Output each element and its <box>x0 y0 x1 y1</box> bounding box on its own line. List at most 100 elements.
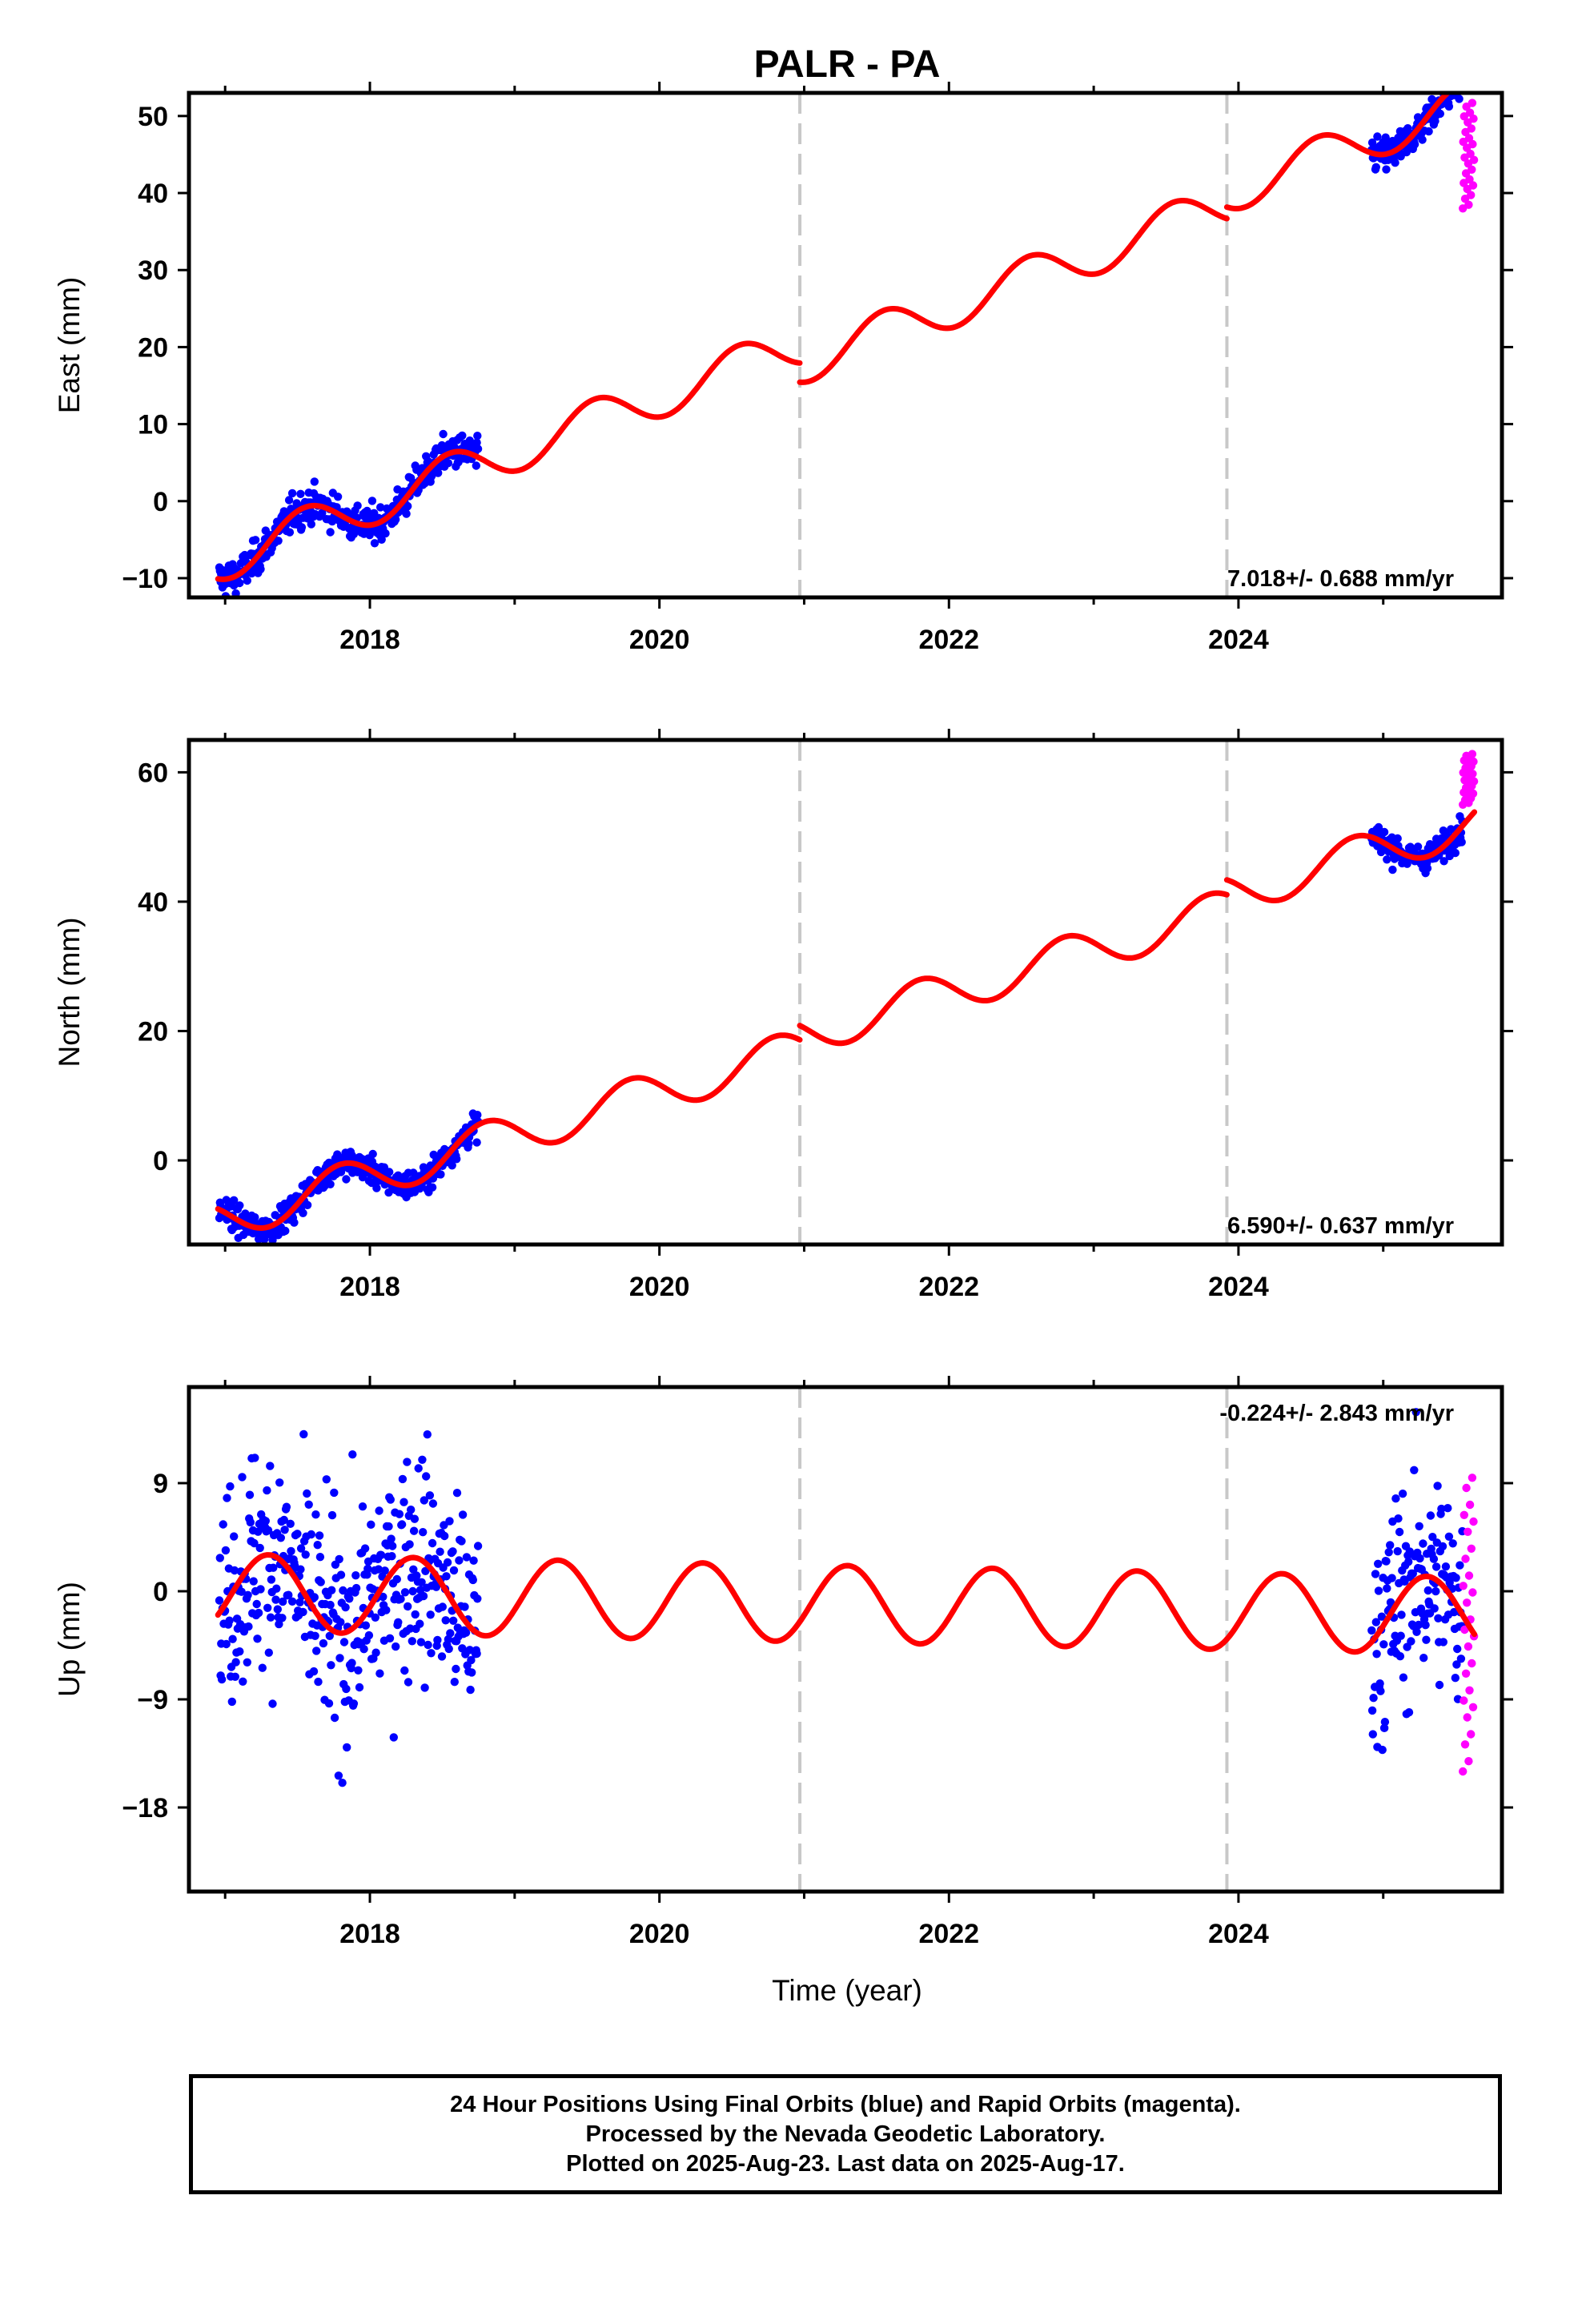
data-point <box>394 1618 403 1627</box>
data-point <box>235 1201 244 1210</box>
data-point <box>472 438 481 447</box>
data-point <box>400 1588 410 1597</box>
data-point <box>314 1677 323 1687</box>
footer-line-1: 24 Hour Positions Using Final Orbits (bl… <box>450 2091 1241 2117</box>
data-point <box>1397 1610 1406 1619</box>
data-point <box>217 1675 227 1684</box>
x-tick-label: 2022 <box>918 1919 979 1949</box>
data-point <box>422 1472 431 1481</box>
data-point <box>428 1183 437 1192</box>
data-point <box>360 1544 370 1553</box>
data-point <box>372 1184 381 1192</box>
data-point <box>364 1630 374 1640</box>
data-point <box>275 1619 283 1629</box>
rapid-point <box>1468 99 1477 107</box>
data-point <box>296 1565 305 1574</box>
data-point <box>1371 163 1381 171</box>
data-point <box>418 1455 427 1465</box>
data-point <box>462 1553 472 1562</box>
data-point <box>316 1578 325 1586</box>
data-point <box>1411 1408 1420 1417</box>
y-tick-label: 0 <box>153 1146 168 1176</box>
data-point <box>227 1697 236 1707</box>
data-point <box>473 1594 482 1603</box>
data-point <box>237 1587 246 1596</box>
data-point <box>1396 1631 1405 1640</box>
panels: −10 0 10 20 30 40 50 2018 2020 2022 2024 East (mm) 7… <box>53 69 1513 1949</box>
data-point <box>319 1638 328 1648</box>
data-point <box>1386 1598 1395 1607</box>
data-point <box>281 1226 290 1236</box>
data-point <box>1371 1618 1381 1626</box>
data-point <box>252 1599 261 1609</box>
data-point <box>230 1196 239 1205</box>
data-point <box>256 565 265 573</box>
data-point <box>225 1616 234 1625</box>
data-point <box>1452 69 1460 77</box>
rapid-point <box>1465 1686 1474 1695</box>
data-point <box>299 1607 307 1617</box>
data-point <box>1421 1621 1430 1630</box>
data-point <box>276 1534 285 1542</box>
rapid-point <box>1465 108 1475 117</box>
plot-area <box>215 740 1479 1244</box>
data-point <box>1415 1522 1423 1531</box>
data-point <box>1374 1586 1383 1595</box>
data-point <box>287 1597 297 1606</box>
data-point <box>327 1510 337 1520</box>
rapid-point <box>1468 1703 1478 1711</box>
y-tick-label: −9 <box>137 1685 168 1715</box>
rapid-orbit-points <box>1459 1474 1479 1776</box>
data-point <box>371 1613 379 1622</box>
data-point <box>260 1235 269 1244</box>
data-point <box>299 1429 308 1439</box>
data-point <box>253 1634 262 1643</box>
data-point <box>1372 1650 1381 1659</box>
rapid-point <box>1459 1582 1468 1590</box>
data-point <box>1373 132 1382 141</box>
rapid-point <box>1459 1767 1468 1776</box>
data-point <box>251 1454 259 1462</box>
data-point <box>374 1565 383 1574</box>
data-point <box>1439 1638 1448 1647</box>
data-point <box>274 537 283 545</box>
data-point <box>336 1570 346 1579</box>
data-point <box>272 1584 281 1593</box>
data-point <box>354 1666 363 1675</box>
rapid-point <box>1464 1642 1473 1651</box>
data-point <box>296 489 305 498</box>
data-point <box>1393 834 1402 843</box>
rapid-point <box>1464 1571 1474 1580</box>
data-point <box>245 1490 255 1499</box>
data-point <box>1375 1679 1384 1688</box>
y-tick-label: 50 <box>138 102 168 132</box>
data-point <box>392 1574 401 1584</box>
panel-east: −10 0 10 20 30 40 50 2018 2020 2022 2024 East (mm) 7… <box>53 69 1513 655</box>
model-curve-seg-3 <box>1223 1570 1478 1655</box>
data-point <box>433 1635 442 1645</box>
y-tick-label: 20 <box>138 1016 168 1047</box>
data-point <box>1452 82 1460 90</box>
data-point <box>386 1495 395 1504</box>
data-point <box>215 1596 224 1605</box>
data-point <box>254 1608 263 1618</box>
data-point <box>351 1571 360 1580</box>
data-point <box>1371 1570 1380 1578</box>
data-point <box>1437 79 1445 87</box>
data-point <box>416 1586 425 1594</box>
y-axis-label: North (mm) <box>53 917 86 1067</box>
data-point <box>410 1514 420 1523</box>
data-point <box>434 468 443 477</box>
rapid-point <box>1468 1659 1476 1668</box>
data-point <box>336 1618 345 1626</box>
data-point <box>311 1631 319 1640</box>
data-point <box>269 1563 278 1572</box>
x-tick-label: 2024 <box>1208 625 1269 655</box>
rapid-point <box>1468 181 1478 190</box>
data-point <box>1369 1694 1378 1703</box>
data-point <box>449 1616 458 1626</box>
data-point <box>251 1212 259 1222</box>
data-point <box>1426 1511 1435 1520</box>
data-point <box>222 1639 231 1649</box>
data-point <box>446 1629 455 1638</box>
